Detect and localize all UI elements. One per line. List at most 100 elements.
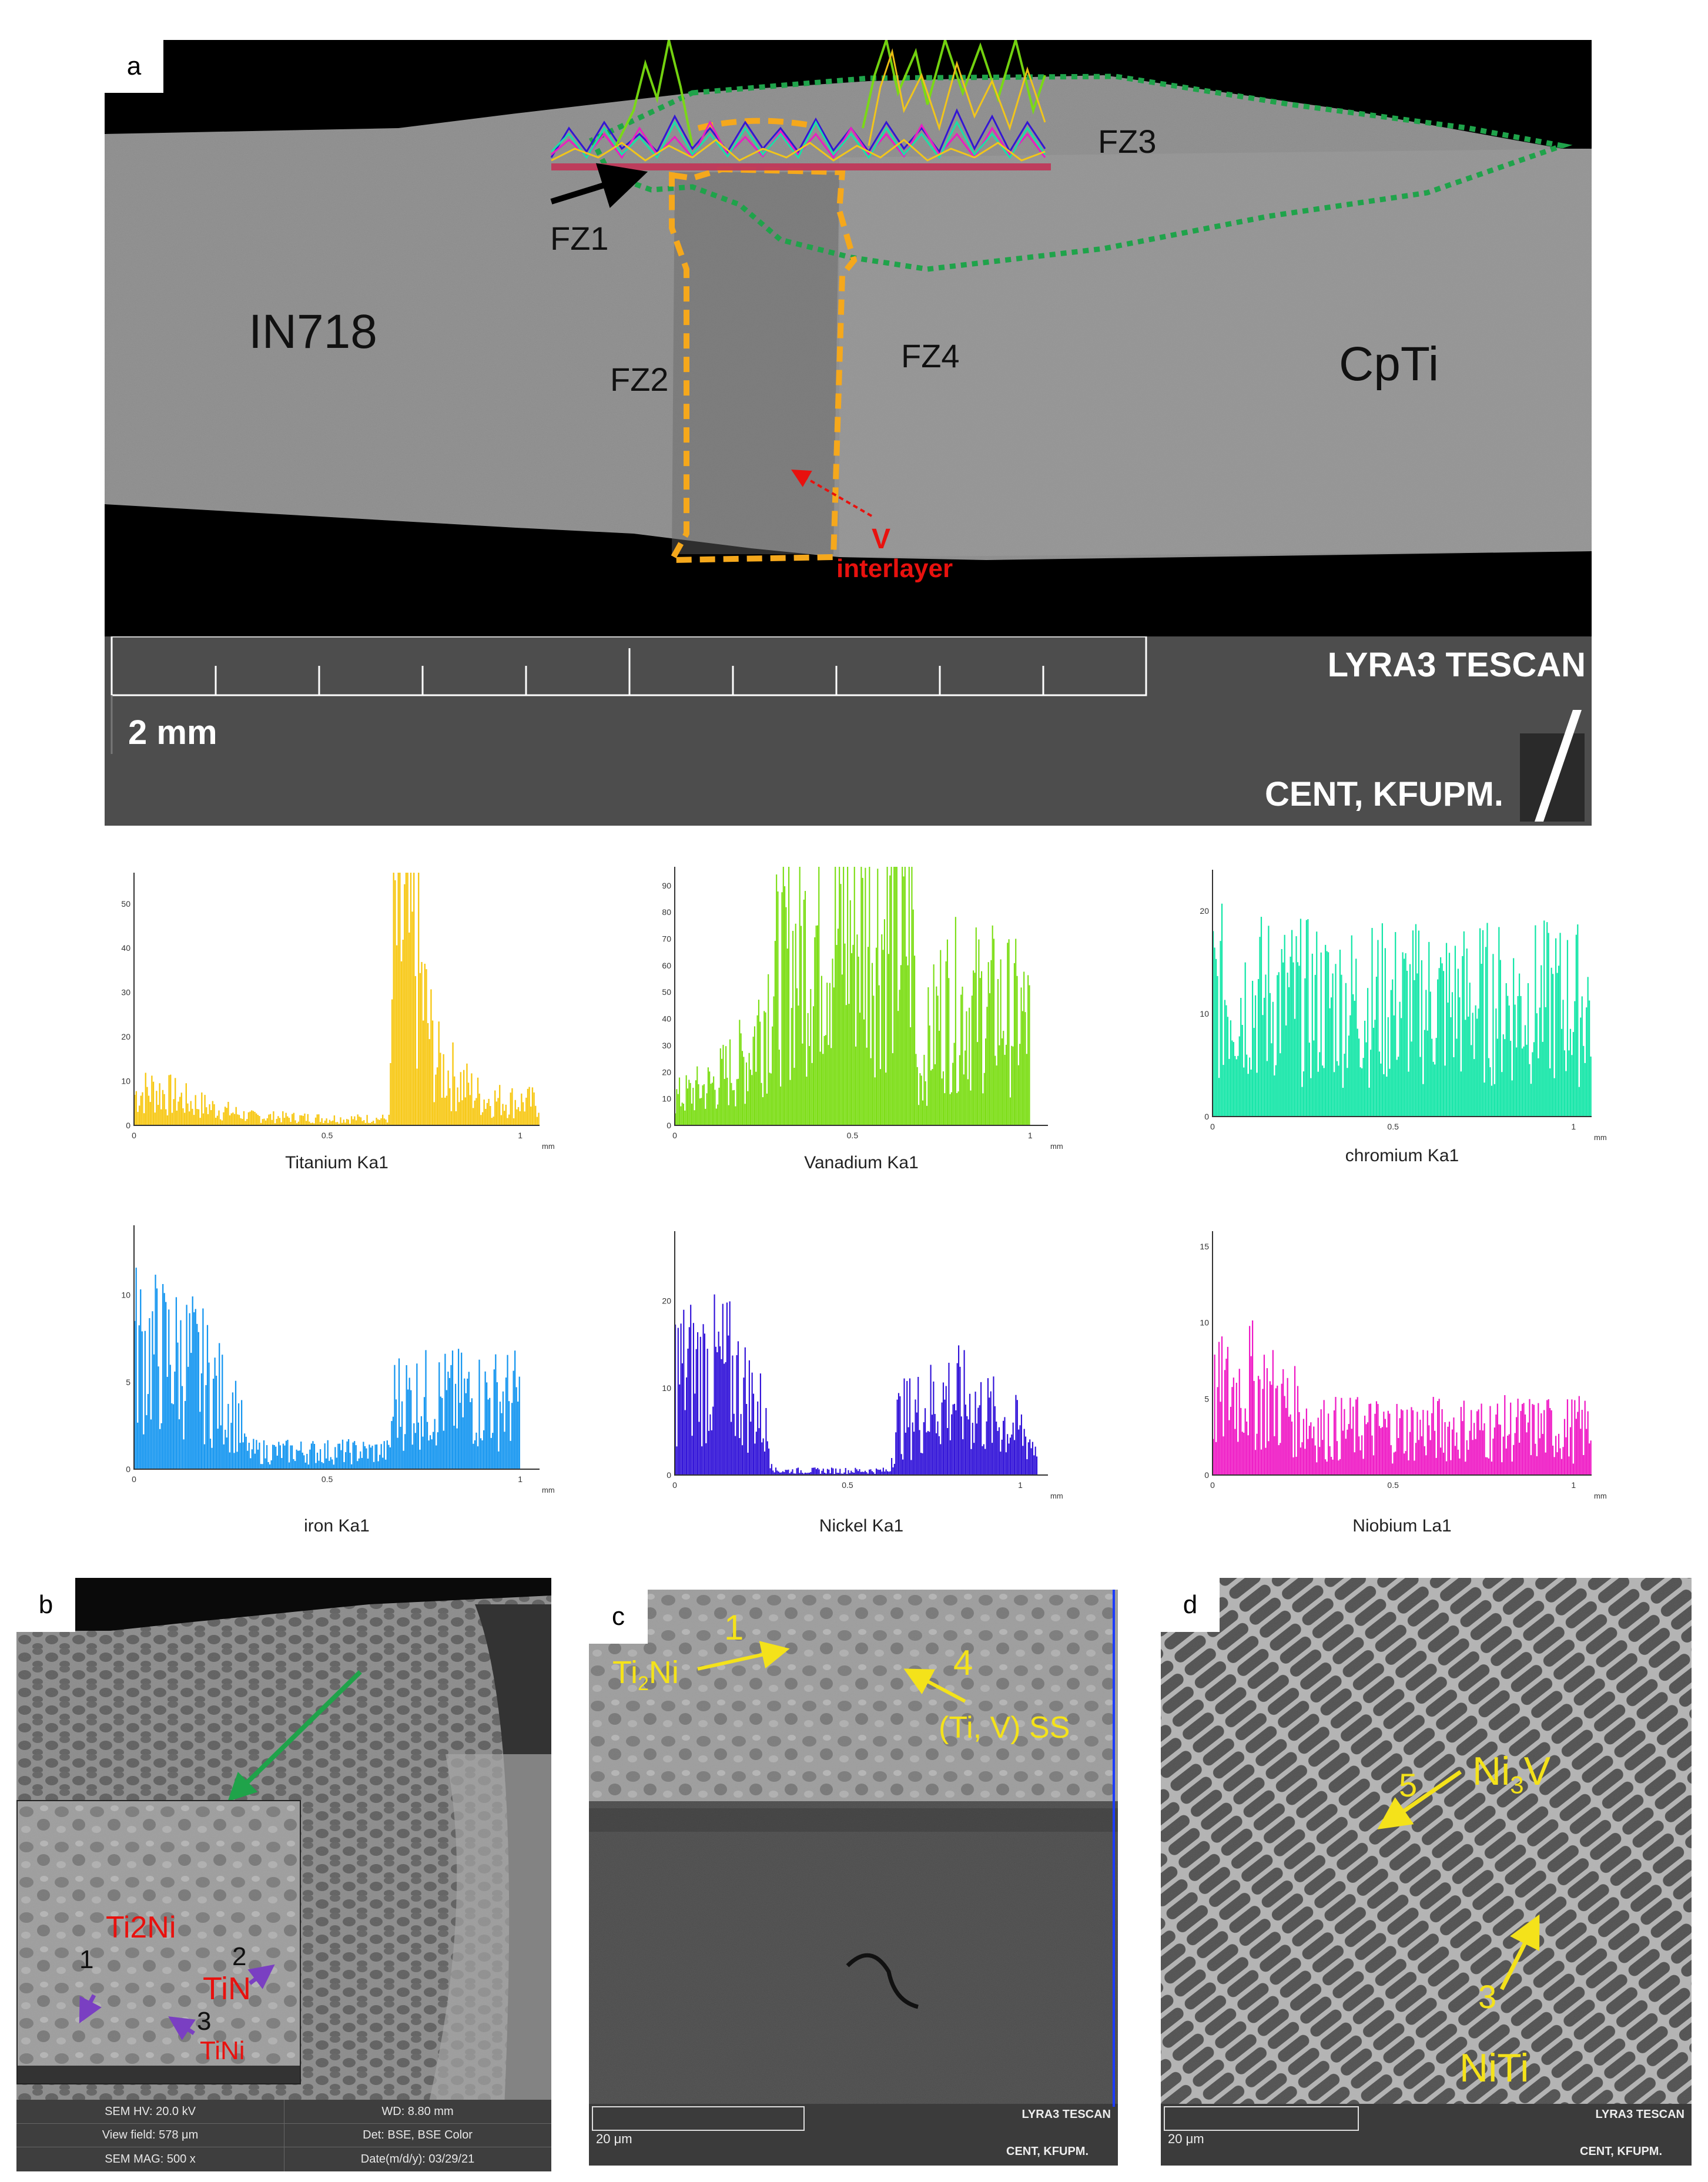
label-fz4: FZ4 [901,337,960,374]
chart-bar [304,1462,306,1469]
panel-c-scale: 20 μm [596,2131,632,2146]
chart-bar [1217,976,1218,1117]
chart-bar [808,1045,811,1125]
chart-bar [892,1467,894,1475]
chart-bar [446,1390,448,1469]
chart-bar [765,1012,766,1125]
chart-bar [287,1440,289,1469]
arrow-4-c [903,1668,966,1703]
chart-bar [138,1105,140,1125]
chart-bar [979,978,981,1125]
chart-bar [419,973,421,1125]
chart-bar [183,1112,186,1125]
chart-bar [823,1035,825,1125]
chart-bar [470,1402,471,1469]
chart-bar [502,1391,504,1469]
chart-bar [182,1108,184,1125]
chart-bar [484,1371,486,1469]
chart-bar [282,1443,284,1469]
chart-bar [1521,1404,1523,1475]
chart-bar [1426,1410,1428,1475]
chart-bar [351,1464,353,1469]
chart-bar [1451,1429,1454,1475]
chart-bar [1472,1440,1473,1475]
chart-bar [676,1089,678,1125]
chart-bar [431,1439,433,1469]
chart-bar [513,1370,514,1469]
chart-bar [1244,962,1246,1117]
chart-bar [1401,1018,1402,1117]
chart-bar [140,1289,142,1469]
chart-bar [949,1094,951,1125]
label-interlayer: interlayer [836,554,953,583]
chart-bar [963,1350,965,1475]
chart-bar [937,1421,939,1475]
chart-bar [973,1443,975,1475]
chart-bar [1518,1442,1521,1475]
chart-bar [411,1444,413,1469]
chart-bar [1555,1436,1557,1475]
chart-bar [146,1087,148,1125]
chart-bar [763,1452,766,1475]
chart-bar [1007,943,1009,1125]
chart-bar [522,1102,524,1125]
chart-bar [836,1473,838,1475]
chart-axes [674,1231,1048,1476]
chart-bar [433,1102,435,1125]
chart-bar [890,867,892,1125]
chart-bar [210,1110,212,1125]
chart-bar [711,1082,713,1125]
panel-d-micrograph [1161,1578,1692,2166]
chart-bar [706,1093,708,1125]
chart-bar [974,1392,976,1475]
chart-bar [343,1120,345,1125]
chart-xtick: 1 [1571,1480,1576,1490]
label-ti2ni-c-main: Ti [612,1655,638,1690]
chart-bar [1556,973,1558,1117]
chart-bar [1015,1395,1017,1475]
chart-bar [990,960,992,1125]
chart-bar [294,1120,296,1125]
chart-bar [986,1421,987,1475]
chart-bar [1392,979,1394,1117]
chart-bar [835,867,836,1125]
chart-bar [1569,1028,1572,1117]
chart-bar [1323,1400,1325,1475]
chart-bar [701,1446,703,1475]
chart-bar [994,1406,996,1475]
chart-bar [916,1412,917,1475]
chart-bar [1249,1057,1251,1117]
chart-bar [1456,1038,1458,1117]
chart-bar [1275,1388,1277,1475]
chart-bar [383,1118,386,1125]
chart-bar [467,1378,468,1469]
chart-bar [458,1102,460,1125]
chart-bar [392,1416,394,1469]
chart-bar [1026,1459,1028,1475]
chart-bar [465,1393,467,1469]
chart-bar [987,1378,989,1475]
chart-bar [364,1122,367,1125]
chart-bar [1274,1436,1275,1475]
chart-bar [730,1422,732,1475]
chart-bar [1422,1084,1424,1117]
chart-bar [782,867,784,1125]
chart-bar [451,1350,454,1469]
chart-bar [251,1110,253,1125]
chart-bar [705,1108,706,1125]
chart-bar [175,1297,178,1469]
chart-bar [316,1114,318,1125]
chart-bar [354,1116,356,1125]
chart-bar [1454,1446,1456,1475]
chart-bar [885,1469,887,1475]
chart-bar [1538,1403,1539,1475]
chart-bar [1005,1044,1007,1125]
chart-bar [982,1093,984,1125]
chart-bar [1002,1420,1004,1475]
chart-ytick: 50 [121,899,130,909]
chart-bar [1560,1028,1563,1117]
chart-bar [1425,990,1427,1117]
chart-bar [1520,996,1522,1117]
chart-bar [891,1458,893,1475]
chart-bar [292,1114,293,1125]
